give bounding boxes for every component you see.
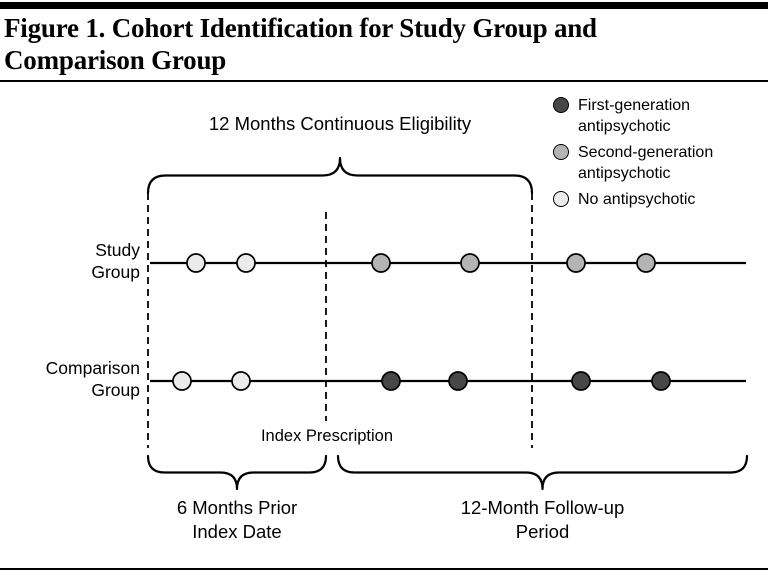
followup-period-label-line1: 12-Month Follow-up: [460, 497, 625, 518]
index-prescription-label: Index Prescription: [260, 427, 394, 445]
legend-item-first-generation: First-generation antipsychotic: [553, 95, 765, 137]
legend-item-label: Second-generation antipsychotic: [578, 144, 714, 183]
dot-study-none: [236, 253, 256, 273]
dot-comparison-none: [172, 371, 192, 391]
group-label-comparison-line2: Group: [91, 379, 140, 400]
top-rule: [0, 2, 768, 9]
dot-comparison-first: [381, 371, 401, 391]
dot-comparison-first: [448, 371, 468, 391]
dot-comparison-first: [571, 371, 591, 391]
followup-period-label: 12-Month Follow-up Period: [338, 496, 747, 544]
legend: First-generation antipsychotic Second-ge…: [553, 95, 765, 211]
dot-study-none: [186, 253, 206, 273]
no-antipsychotic-dot-icon: [553, 191, 569, 208]
legend-item-label: First-generation antipsychotic: [578, 97, 691, 136]
prior-period-label-line2: Index Date: [192, 521, 282, 543]
figure-title-line1: Figure 1. Cohort Identification for Stud…: [4, 13, 597, 43]
dot-study-second: [371, 253, 391, 273]
group-label-study-line2: Group: [91, 261, 140, 282]
dot-comparison-first: [651, 371, 671, 391]
figure-title-line2: Comparison Group: [4, 45, 227, 76]
followup-brace: [336, 454, 749, 491]
group-label-comparison: Comparison Group: [38, 358, 140, 402]
legend-item-label: No antipsychotic: [578, 191, 696, 209]
dot-study-second: [566, 253, 586, 273]
prior-period-label: 6 Months Prior Index Date: [148, 496, 326, 544]
prior-period-label-line1: 6 Months Prior: [176, 497, 298, 518]
dot-study-second: [460, 253, 480, 273]
group-label-study: Study Group: [38, 240, 140, 284]
first-generation-dot-icon: [553, 97, 569, 113]
bottom-rule: [0, 568, 768, 570]
title-rule: [0, 80, 768, 82]
prior-brace: [146, 454, 328, 491]
dot-comparison-none: [231, 371, 251, 391]
eligibility-period-label: 12 Months Continuous Eligibility: [208, 113, 472, 134]
legend-item-second-generation: Second-generation antipsychotic: [553, 142, 765, 184]
group-label-comparison-line1: Comparison: [45, 358, 140, 378]
eligibility-brace: [146, 156, 534, 195]
legend-item-no-antipsychotic: No antipsychotic: [553, 189, 765, 210]
followup-period-label-line2: Period: [515, 521, 570, 543]
dot-study-second: [636, 253, 656, 273]
group-label-study-line1: Study: [95, 240, 140, 260]
second-generation-dot-icon: [553, 144, 569, 161]
figure-title: Figure 1. Cohort Identification for Stud…: [4, 12, 734, 77]
